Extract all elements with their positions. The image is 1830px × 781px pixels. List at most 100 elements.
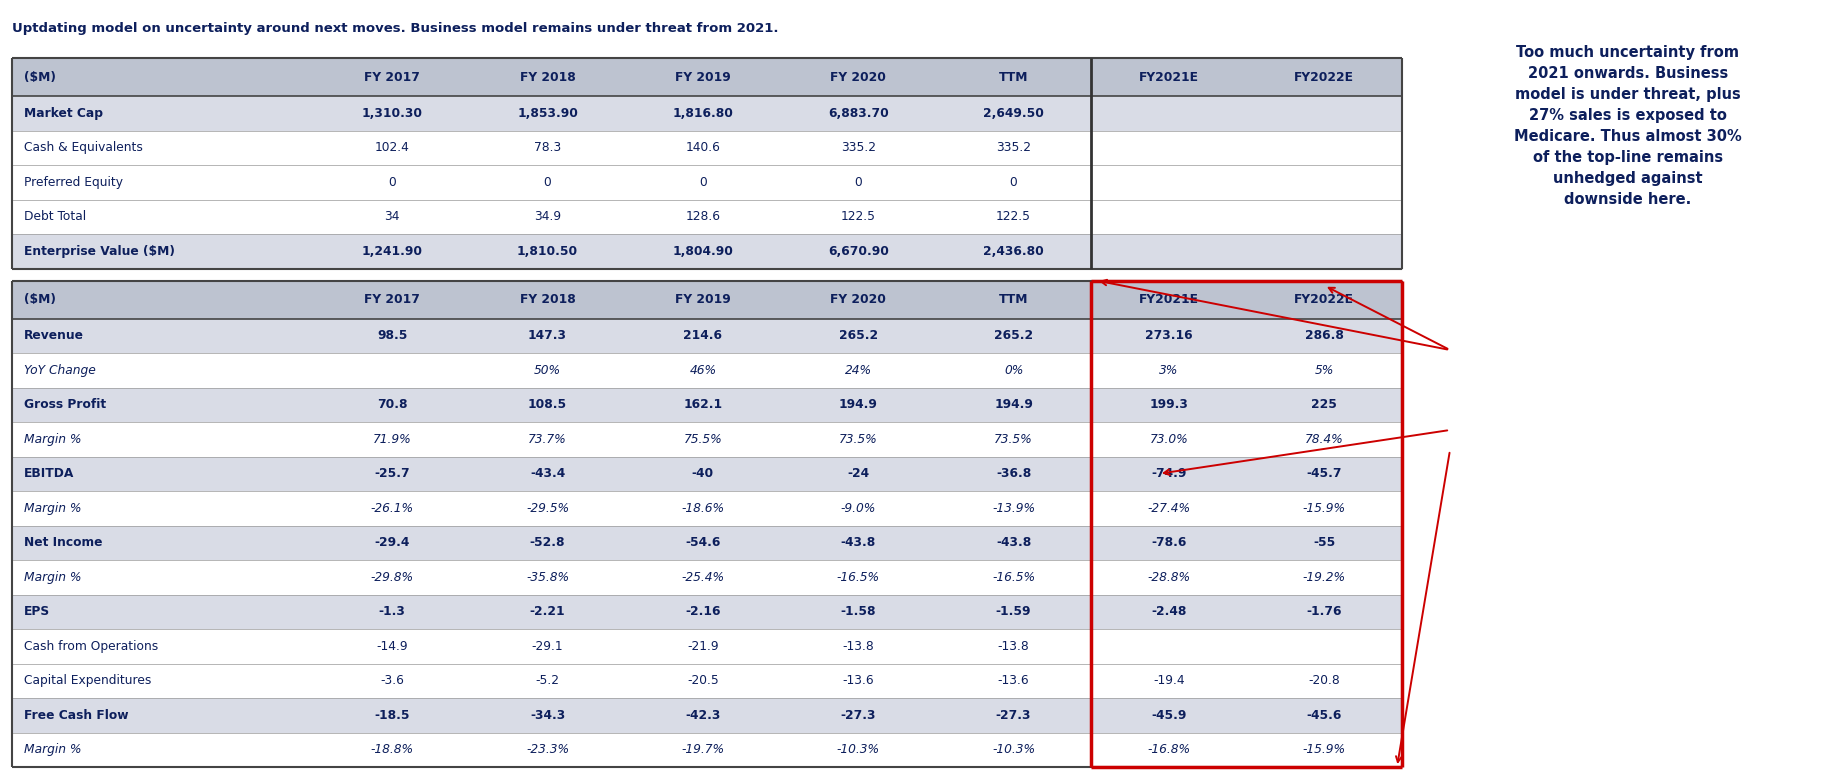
Text: -2.48: -2.48 (1151, 605, 1186, 619)
Text: -18.6%: -18.6% (681, 501, 725, 515)
Bar (935, 457, 1091, 491)
Bar (470, 58, 624, 96)
Bar (780, 165, 935, 199)
Bar (315, 664, 470, 698)
Text: 71.9%: 71.9% (373, 433, 412, 446)
Bar (1091, 560, 1246, 594)
Text: -34.3: -34.3 (529, 708, 565, 722)
Bar (13, 664, 315, 698)
Bar (1091, 594, 1246, 629)
Bar (13, 234, 315, 269)
Bar (1091, 130, 1246, 165)
Bar (1091, 733, 1246, 767)
Text: -26.1%: -26.1% (370, 501, 414, 515)
Bar (935, 234, 1091, 269)
Bar (315, 96, 470, 130)
Bar (13, 353, 315, 387)
Bar (624, 594, 780, 629)
Text: -10.3%: -10.3% (992, 744, 1034, 756)
Bar (935, 387, 1091, 422)
Text: 34: 34 (384, 210, 399, 223)
Text: -19.4: -19.4 (1153, 674, 1184, 687)
Text: Gross Profit: Gross Profit (24, 398, 106, 412)
Bar (315, 594, 470, 629)
Bar (1246, 698, 1402, 733)
Bar (1091, 457, 1246, 491)
Text: 1,816.80: 1,816.80 (672, 107, 734, 119)
Bar (470, 387, 624, 422)
Bar (1246, 526, 1402, 560)
Bar (13, 319, 315, 353)
Text: 102.4: 102.4 (375, 141, 410, 155)
Bar (935, 165, 1091, 199)
Bar (13, 560, 315, 594)
Bar (470, 319, 624, 353)
Text: Debt Total: Debt Total (24, 210, 86, 223)
Text: FY 2017: FY 2017 (364, 70, 419, 84)
Bar (315, 280, 470, 319)
Text: -13.9%: -13.9% (992, 501, 1034, 515)
Bar (315, 733, 470, 767)
Bar (935, 319, 1091, 353)
Text: 73.5%: 73.5% (994, 433, 1032, 446)
Bar (1091, 664, 1246, 698)
Bar (470, 457, 624, 491)
Text: 128.6: 128.6 (684, 210, 719, 223)
Text: 0: 0 (855, 176, 862, 189)
Text: -29.4: -29.4 (375, 537, 410, 549)
Bar (13, 629, 315, 664)
Bar (470, 526, 624, 560)
Text: ($M): ($M) (24, 293, 57, 306)
Text: -15.9%: -15.9% (1303, 744, 1345, 756)
Text: -2.21: -2.21 (529, 605, 565, 619)
Bar (780, 353, 935, 387)
Text: FY2021E: FY2021E (1138, 70, 1199, 84)
Text: FY 2018: FY 2018 (520, 70, 575, 84)
Text: -3.6: -3.6 (381, 674, 404, 687)
Text: EBITDA: EBITDA (24, 467, 75, 480)
Bar (780, 733, 935, 767)
Text: 3%: 3% (1158, 364, 1179, 376)
Text: -43.8: -43.8 (996, 537, 1030, 549)
Bar (624, 165, 780, 199)
Bar (1091, 698, 1246, 733)
Text: Net Income: Net Income (24, 537, 102, 549)
Text: -14.9: -14.9 (377, 640, 408, 653)
Bar (1091, 234, 1246, 269)
Bar (780, 422, 935, 457)
Text: FY 2020: FY 2020 (829, 70, 886, 84)
Text: 265.2: 265.2 (838, 330, 877, 342)
Text: 1,241.90: 1,241.90 (362, 244, 423, 258)
Text: -45.6: -45.6 (1307, 708, 1341, 722)
Bar (624, 457, 780, 491)
Text: 286.8: 286.8 (1305, 330, 1343, 342)
Text: 335.2: 335.2 (996, 141, 1030, 155)
Text: -35.8%: -35.8% (525, 571, 569, 583)
Text: -27.4%: -27.4% (1147, 501, 1190, 515)
Text: Margin %: Margin % (24, 571, 82, 583)
Bar (315, 629, 470, 664)
Bar (13, 96, 315, 130)
Text: 1,853.90: 1,853.90 (516, 107, 578, 119)
Text: FY2022E: FY2022E (1294, 293, 1354, 306)
Text: Cash from Operations: Cash from Operations (24, 640, 157, 653)
Bar (13, 733, 315, 767)
Text: -10.3%: -10.3% (836, 744, 880, 756)
Text: -25.7: -25.7 (373, 467, 410, 480)
Bar (624, 526, 780, 560)
Text: TTM: TTM (999, 293, 1028, 306)
Bar (470, 664, 624, 698)
Bar (780, 491, 935, 526)
Text: 273.16: 273.16 (1144, 330, 1191, 342)
Bar (13, 130, 315, 165)
Bar (935, 526, 1091, 560)
Bar (1246, 629, 1402, 664)
Bar (935, 422, 1091, 457)
Text: -25.4%: -25.4% (681, 571, 725, 583)
Text: -27.3: -27.3 (996, 708, 1030, 722)
Text: FY2021E: FY2021E (1138, 293, 1199, 306)
Text: 2,649.50: 2,649.50 (983, 107, 1043, 119)
Bar (315, 457, 470, 491)
Text: -1.3: -1.3 (379, 605, 406, 619)
Bar (935, 58, 1091, 96)
